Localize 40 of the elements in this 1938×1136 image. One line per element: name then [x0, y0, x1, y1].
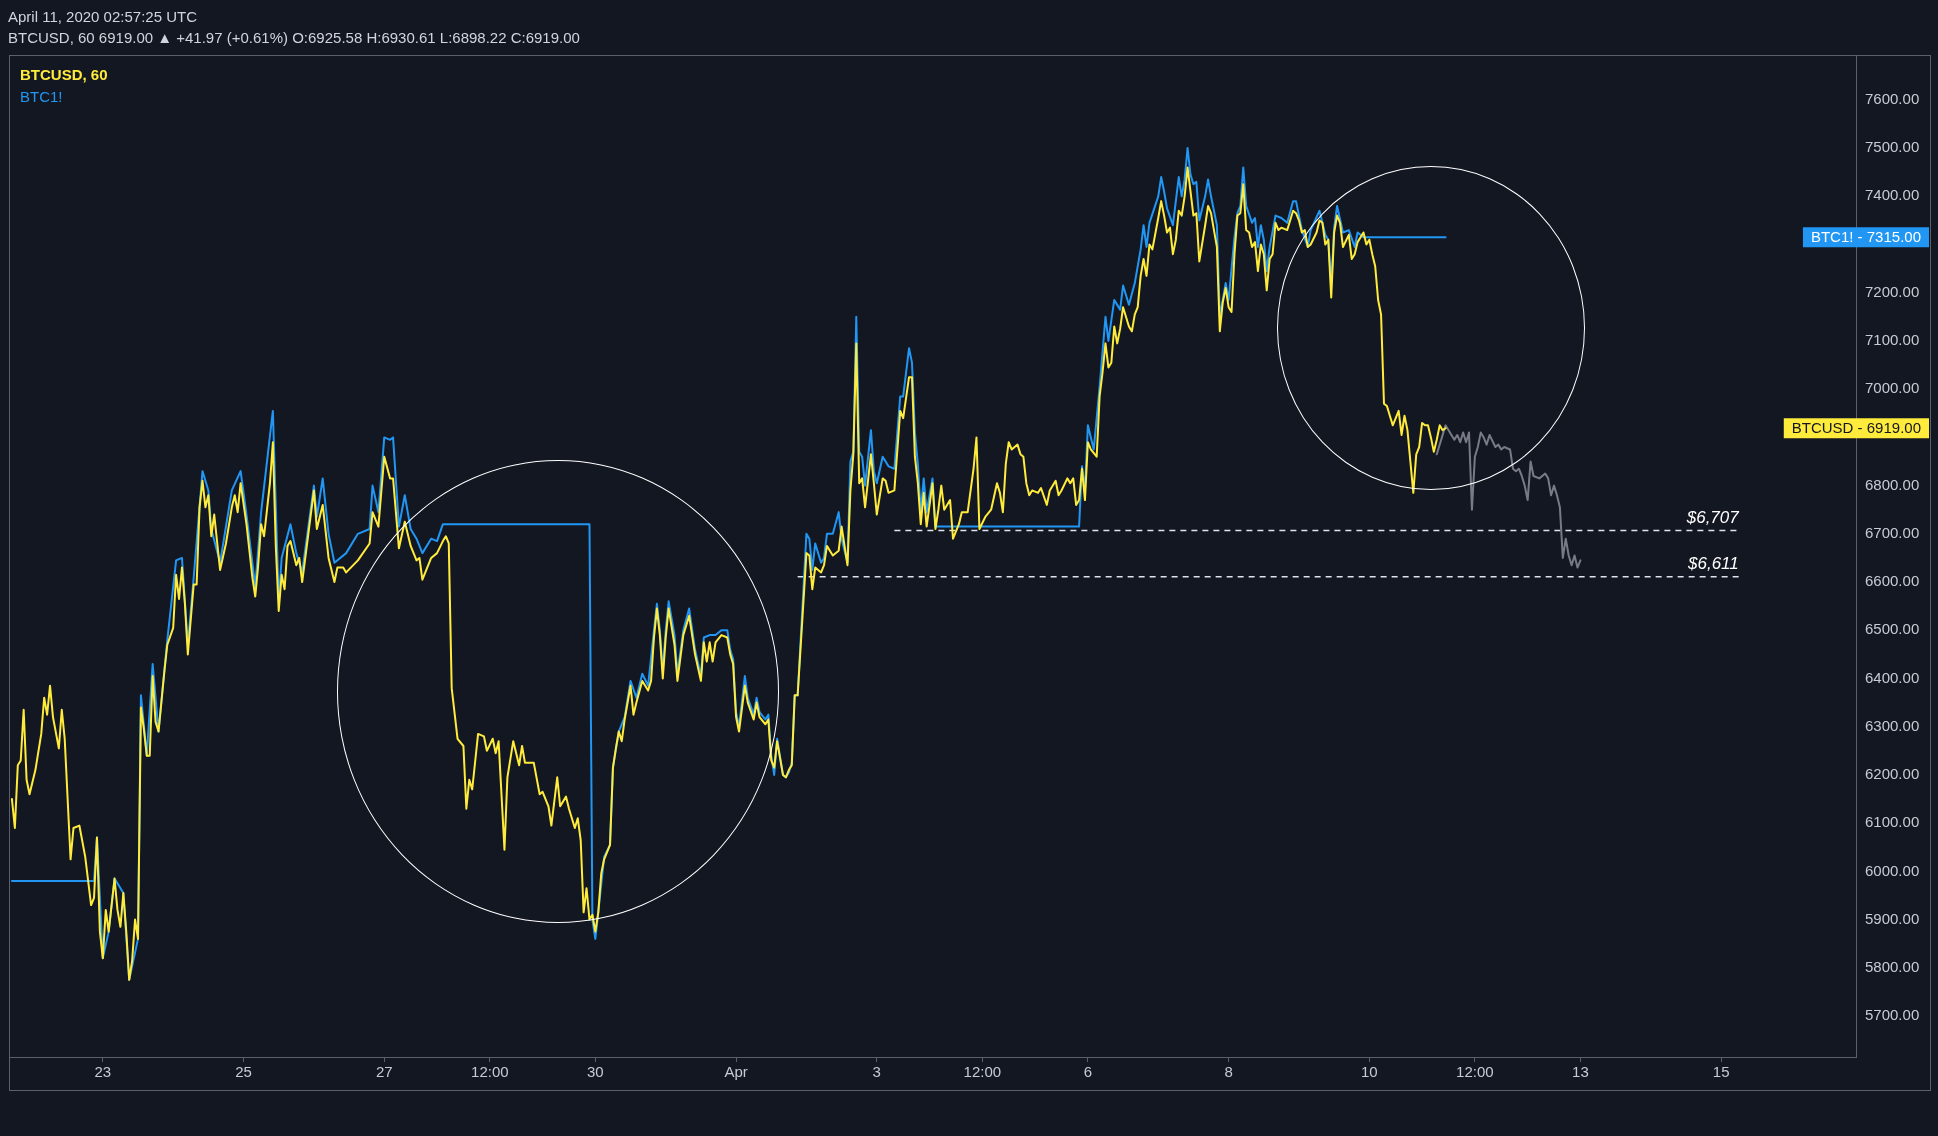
x-tick-label: 27	[375, 1063, 393, 1081]
y-tick-label: 7000.00	[1865, 379, 1920, 397]
x-tick-label: 30	[587, 1063, 604, 1081]
x-tick-label: 23	[94, 1063, 112, 1081]
y-tick-label: 6300.00	[1865, 716, 1920, 734]
x-tick-label: Apr	[724, 1063, 748, 1081]
text: BTC1!	[20, 87, 64, 107]
x-tick-label: 10	[1360, 1063, 1378, 1081]
y-tick-label: 6700.00	[1865, 523, 1920, 541]
y-tick-label: 7100.00	[1865, 331, 1920, 349]
x-tick-label: 12:00	[471, 1063, 509, 1081]
y-tick-label: 6600.00	[1865, 572, 1920, 590]
x-tick-label: 15	[1712, 1063, 1730, 1081]
x-tick-label: 13	[1572, 1063, 1589, 1081]
y-tick-label: 6500.00	[1865, 620, 1920, 638]
y-tick-label: 5700.00	[1865, 1006, 1920, 1024]
y-tick-label: 6200.00	[1865, 765, 1920, 783]
y-tick-label: 7600.00	[1865, 90, 1920, 108]
y-tick-label: 5900.00	[1865, 909, 1920, 927]
y-tick-label: 7500.00	[1865, 138, 1920, 156]
y-tick-label: 6400.00	[1865, 668, 1920, 686]
x-tick-label: 6	[1083, 1063, 1093, 1081]
y-tick-label: 5800.00	[1865, 957, 1920, 975]
y-tick-label: 6000.00	[1865, 861, 1920, 879]
y-tick-label: 6100.00	[1865, 813, 1920, 831]
annotation: $6,707	[1685, 507, 1740, 527]
chart-title: April 11, 2020 02:57:25 UTC	[8, 7, 198, 27]
y-tick-label: 6800.00	[1865, 475, 1920, 493]
y-tick-label: 7200.00	[1865, 282, 1920, 300]
text: BTCUSD, 60	[20, 65, 108, 85]
x-tick-label: 3	[872, 1063, 881, 1081]
x-tick-label: 25	[235, 1063, 252, 1081]
x-tick-label: 12:00	[1456, 1063, 1494, 1081]
annotation: $6,611	[1687, 553, 1739, 573]
chart-subtitle: BTCUSD, 60 6919.00 ▲ +41.97 (+0.61%) O:6925.58 H:6930.61 L:6898.22 C:6919.00	[8, 28, 580, 48]
annotation: BTCUSD - 6919.00	[1791, 419, 1921, 437]
annotation: BTC1! - 7315.00	[1810, 228, 1921, 246]
y-tick-label: 7400.00	[1865, 186, 1920, 204]
x-tick-label: 12:00	[963, 1063, 1002, 1081]
x-tick-label: 8	[1224, 1063, 1233, 1081]
